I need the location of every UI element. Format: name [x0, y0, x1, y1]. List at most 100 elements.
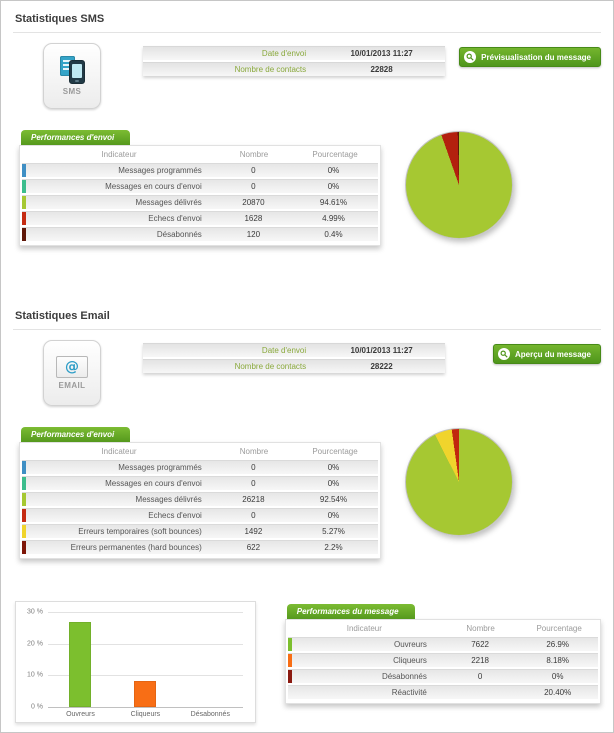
row-color-strip [22, 509, 26, 522]
indicator-cell: Erreurs permanentes (hard bounces) [70, 543, 202, 552]
email-performance-section: Performances d'envoi Indicateur Nombre P… [13, 424, 601, 559]
email-section-title: Statistiques Email [13, 306, 601, 330]
perf-row: Messages délivrés 20870 94.61% [22, 195, 378, 209]
nombre-cell: 1628 [244, 214, 263, 223]
bar-chart-labels: Ouvreurs Cliqueurs Désabonnés [48, 711, 243, 718]
nombre-cell [443, 686, 517, 699]
magnifier-icon [464, 51, 477, 63]
email-at-icon: @ [56, 356, 88, 378]
row-color-strip [22, 212, 26, 225]
bar-chart: 30 % 20 % 10 % 0 % Ouvreurs Cliqueurs Désabon… [15, 601, 256, 723]
nombre-cell: 120 [246, 230, 261, 239]
perf-row: Désabonnés 0 0% [287, 669, 598, 683]
bar-category-label: Ouvreurs [66, 711, 95, 718]
header-indicateur: Indicateur [101, 150, 137, 159]
header-indicateur: Indicateur [346, 624, 382, 633]
bar-category-label: Désabonnés [190, 711, 230, 718]
row-color-strip [287, 638, 292, 651]
email-performance-tab: Performances d'envoi [21, 427, 131, 442]
sms-info-row-date: Date d'envoi 10/01/2013 11:27 [143, 46, 445, 60]
nombre-cell: 622 [246, 543, 261, 552]
header-indicateur: Indicateur [101, 447, 137, 456]
header-nombre: Nombre [239, 150, 269, 159]
email-app-icon: @ EMAIL [43, 340, 101, 406]
indicator-cell: Réactivité [391, 688, 427, 697]
indicator-cell: Messages programmés [118, 166, 202, 175]
bar [134, 681, 157, 707]
perf-row: Désabonnés 120 0.4% [22, 227, 378, 241]
header-nombre: Nombre [466, 624, 495, 633]
row-color-strip [22, 525, 26, 538]
row-color-strip [22, 461, 26, 474]
sms-info-row-contacts: Nombre de contacts 22828 [143, 62, 445, 76]
indicator-cell: Ouvreurs [393, 640, 427, 649]
row-color-strip [22, 541, 26, 554]
bar-ytick-label: 30 % [27, 608, 43, 616]
bar-gridline [48, 643, 243, 645]
sms-info-table: Date d'envoi 10/01/2013 11:27 Nombre de … [143, 46, 445, 76]
sms-icon-label: SMS [62, 87, 82, 96]
perf-table-header: Indicateur Nombre Pourcentage [20, 146, 380, 163]
perf-row: Echecs d'envoi 1628 4.99% [22, 211, 378, 225]
indicator-cell: Messages programmés [118, 463, 202, 472]
bar-gridline [48, 707, 243, 708]
row-color-strip [22, 477, 26, 490]
pourcentage-cell: 0% [551, 672, 564, 681]
perf-row: Messages programmés 0 0% [22, 163, 378, 177]
perf-row: Messages programmés 0 0% [22, 460, 378, 474]
pourcentage-cell: 0% [327, 182, 340, 191]
nombre-cell: 0 [251, 479, 256, 488]
email-info-row-date: Date d'envoi 10/01/2013 11:27 [143, 343, 445, 357]
pourcentage-cell: 0.4% [324, 230, 343, 239]
bar-gridline [48, 675, 243, 677]
sms-phone-icon [59, 56, 85, 84]
nombre-cell: 26218 [242, 495, 265, 504]
perf-table-header: Indicateur Nombre Pourcentage [20, 443, 380, 460]
bar-ytick-label: 10 % [27, 671, 43, 679]
indicator-cell: Echecs d'envoi [148, 214, 202, 223]
bar-slot [113, 612, 178, 707]
nombre-cell: 0 [251, 511, 256, 520]
perf-row: Cliqueurs 2218 8.18% [287, 653, 598, 667]
bar-ytick-label: 20 % [27, 640, 43, 648]
sms-performance-tab: Performances d'envoi [21, 130, 131, 145]
perf-row: Messages délivrés 26218 92.54% [22, 492, 378, 506]
pourcentage-cell: 94.61% [319, 198, 348, 207]
sms-performance-section: Performances d'envoi Indicateur Nombre P… [13, 127, 601, 246]
button-label: Prévisualisation du message [481, 52, 591, 62]
message-performance-tab: Performances du message [286, 604, 415, 619]
perf-table-header: Indicateur Nombre Pourcentage [286, 620, 600, 637]
email-pie-chart [405, 428, 513, 536]
indicator-cell: Messages délivrés [135, 198, 202, 207]
email-info-table: Date d'envoi 10/01/2013 11:27 Nombre de … [143, 343, 445, 373]
row-color-strip [287, 654, 292, 667]
bottom-row: 30 % 20 % 10 % 0 % Ouvreurs Cliqueurs Désabon… [13, 601, 601, 723]
sms-preview-message-button[interactable]: Prévisualisation du message [459, 47, 601, 67]
perf-row: Messages en cours d'envoi 0 0% [22, 179, 378, 193]
info-value: 22828 [370, 65, 393, 74]
bar-ytick-label: 0 % [30, 703, 43, 711]
email-preview-message-button[interactable]: Aperçu du message [492, 344, 601, 364]
pourcentage-cell: 20.40% [544, 688, 572, 697]
nombre-cell: 2218 [471, 656, 489, 665]
pourcentage-cell: 0% [327, 479, 340, 488]
indicator-cell: Messages délivrés [135, 495, 202, 504]
nombre-cell: 0 [251, 463, 256, 472]
perf-row: Echecs d'envoi 0 0% [22, 508, 378, 522]
bar [69, 621, 92, 707]
info-label: Date d'envoi [261, 49, 307, 58]
nombre-cell: 1492 [244, 527, 263, 536]
button-label: Aperçu du message [514, 349, 591, 359]
indicator-cell: Désabonnés [381, 672, 427, 681]
pourcentage-cell: 4.99% [322, 214, 345, 223]
perf-row: Ouvreurs 7622 26.9% [287, 637, 598, 651]
message-performance-block: Performances du message Indicateur Nombr… [284, 601, 601, 704]
indicator-cell: Désabonnés [156, 230, 202, 239]
magnifier-icon [497, 348, 510, 360]
perf-row: Erreurs permanentes (hard bounces) 622 2… [22, 540, 378, 554]
row-color-strip [22, 493, 26, 506]
info-label: Date d'envoi [261, 346, 307, 355]
sms-summary-row: SMS Date d'envoi 10/01/2013 11:27 Nombre… [13, 43, 601, 109]
email-info-row-contacts: Nombre de contacts 28222 [143, 359, 445, 373]
